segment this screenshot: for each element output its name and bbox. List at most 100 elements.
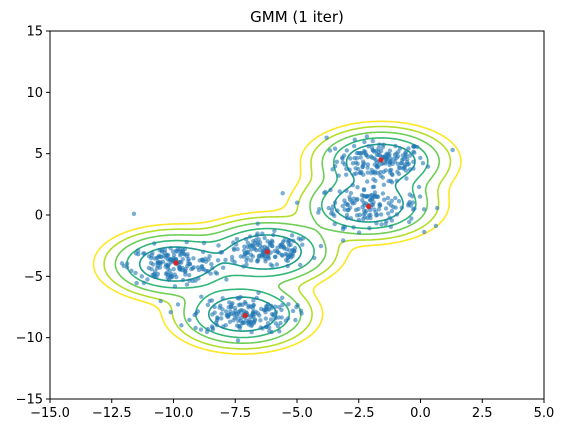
scatter-point [450, 147, 455, 153]
scatter-point [249, 314, 254, 319]
scatter-point [199, 294, 204, 299]
scatter-point [407, 219, 412, 225]
scatter-point [248, 252, 254, 257]
scatter-point [234, 236, 240, 242]
scatter-point [377, 203, 383, 208]
scatter-point [360, 159, 366, 164]
scatter-point [129, 268, 134, 273]
scatter-point [344, 172, 349, 177]
scatter-point [280, 295, 285, 300]
scatter-point [279, 307, 284, 313]
scatter-point [383, 221, 388, 226]
scatter-point [389, 198, 394, 203]
scatter-point [351, 225, 356, 230]
scatter-point [275, 324, 281, 329]
scatter-point [370, 138, 375, 144]
scatter-point [379, 161, 384, 167]
scatter-point [133, 270, 138, 276]
scatter-point [164, 270, 170, 276]
x-tick-label: −15.0 [30, 406, 70, 421]
scatter-point [251, 298, 256, 303]
scatter-point [300, 242, 305, 247]
scatter-point [352, 143, 357, 149]
scatter-point [247, 234, 253, 239]
scatter-point [409, 216, 414, 221]
scatter-point [358, 170, 363, 176]
scatter-point [375, 194, 380, 199]
scatter-point [212, 304, 217, 310]
scatter-point [353, 166, 358, 171]
scatter-point [364, 134, 370, 139]
scatter-point [220, 296, 225, 301]
scatter-point [346, 207, 351, 212]
scatter-point [394, 212, 400, 217]
scatter-point [335, 208, 340, 213]
scatter-point [369, 192, 375, 198]
scatter-point [245, 320, 250, 326]
scatter-point [148, 260, 154, 266]
scatter-point [158, 261, 163, 267]
scatter-point [374, 221, 379, 226]
scatter-point [272, 248, 277, 254]
scatter-point [374, 160, 380, 165]
scatter-point [411, 144, 416, 149]
scatter-point [344, 188, 349, 193]
scatter-point [374, 213, 379, 218]
scatter-point [420, 161, 426, 166]
scatter-point [362, 139, 367, 145]
scatter-point [381, 182, 387, 187]
scatter-point [255, 231, 260, 236]
scatter-point [377, 153, 383, 158]
scatter-point [186, 258, 191, 264]
scatter-point [350, 201, 355, 206]
component-mean-marker [242, 312, 248, 319]
scatter-point [317, 207, 322, 212]
y-axis: −15 −10 −5 0 5 10 15 [16, 25, 50, 408]
scatter-point [251, 302, 256, 308]
y-tick-label: 15 [26, 25, 43, 40]
scatter-point [195, 265, 201, 270]
scatter-point [233, 308, 238, 314]
scatter-point [198, 327, 204, 332]
scatter-point [396, 149, 401, 154]
scatter-point [395, 161, 401, 167]
scatter-point [241, 320, 246, 326]
scatter-point [378, 212, 384, 217]
scatter-point [332, 221, 337, 227]
scatter-point [389, 180, 395, 185]
scatter-point [241, 264, 246, 269]
scatter-point [289, 233, 295, 238]
scatter-point [425, 164, 431, 169]
scatter-point [218, 250, 223, 255]
x-axis: −15.0 −12.5 −10.0 −7.5 −5.0 −2.5 0.0 2.5 5.0 [30, 399, 554, 421]
scatter-point [209, 298, 215, 303]
scatter-point [340, 160, 346, 165]
scatter-point [210, 312, 215, 317]
scatter-point [282, 237, 287, 243]
scatter-point [404, 176, 409, 181]
scatter-point [251, 239, 256, 244]
scatter-point [233, 316, 238, 321]
scatter-point [356, 230, 362, 235]
scatter-point [323, 189, 328, 195]
scatter-point [379, 222, 384, 227]
x-tick-label: −12.5 [92, 406, 132, 421]
scatter-point [223, 257, 228, 263]
scatter-point [356, 217, 362, 223]
scatter-point [215, 258, 221, 263]
scatter-point [267, 328, 272, 334]
scatter-point [224, 277, 229, 282]
scatter-point [263, 306, 269, 312]
scatter-point [295, 303, 300, 308]
scatter-point [361, 148, 367, 154]
scatter-point [197, 258, 202, 263]
scatter-point [141, 251, 146, 256]
scatter-point [366, 144, 371, 149]
scatter-point [294, 200, 300, 205]
scatter-point [187, 278, 192, 283]
scatter-point [351, 196, 357, 201]
scatter-point [257, 240, 263, 245]
scatter-point [227, 319, 233, 324]
scatter-point [337, 189, 342, 194]
